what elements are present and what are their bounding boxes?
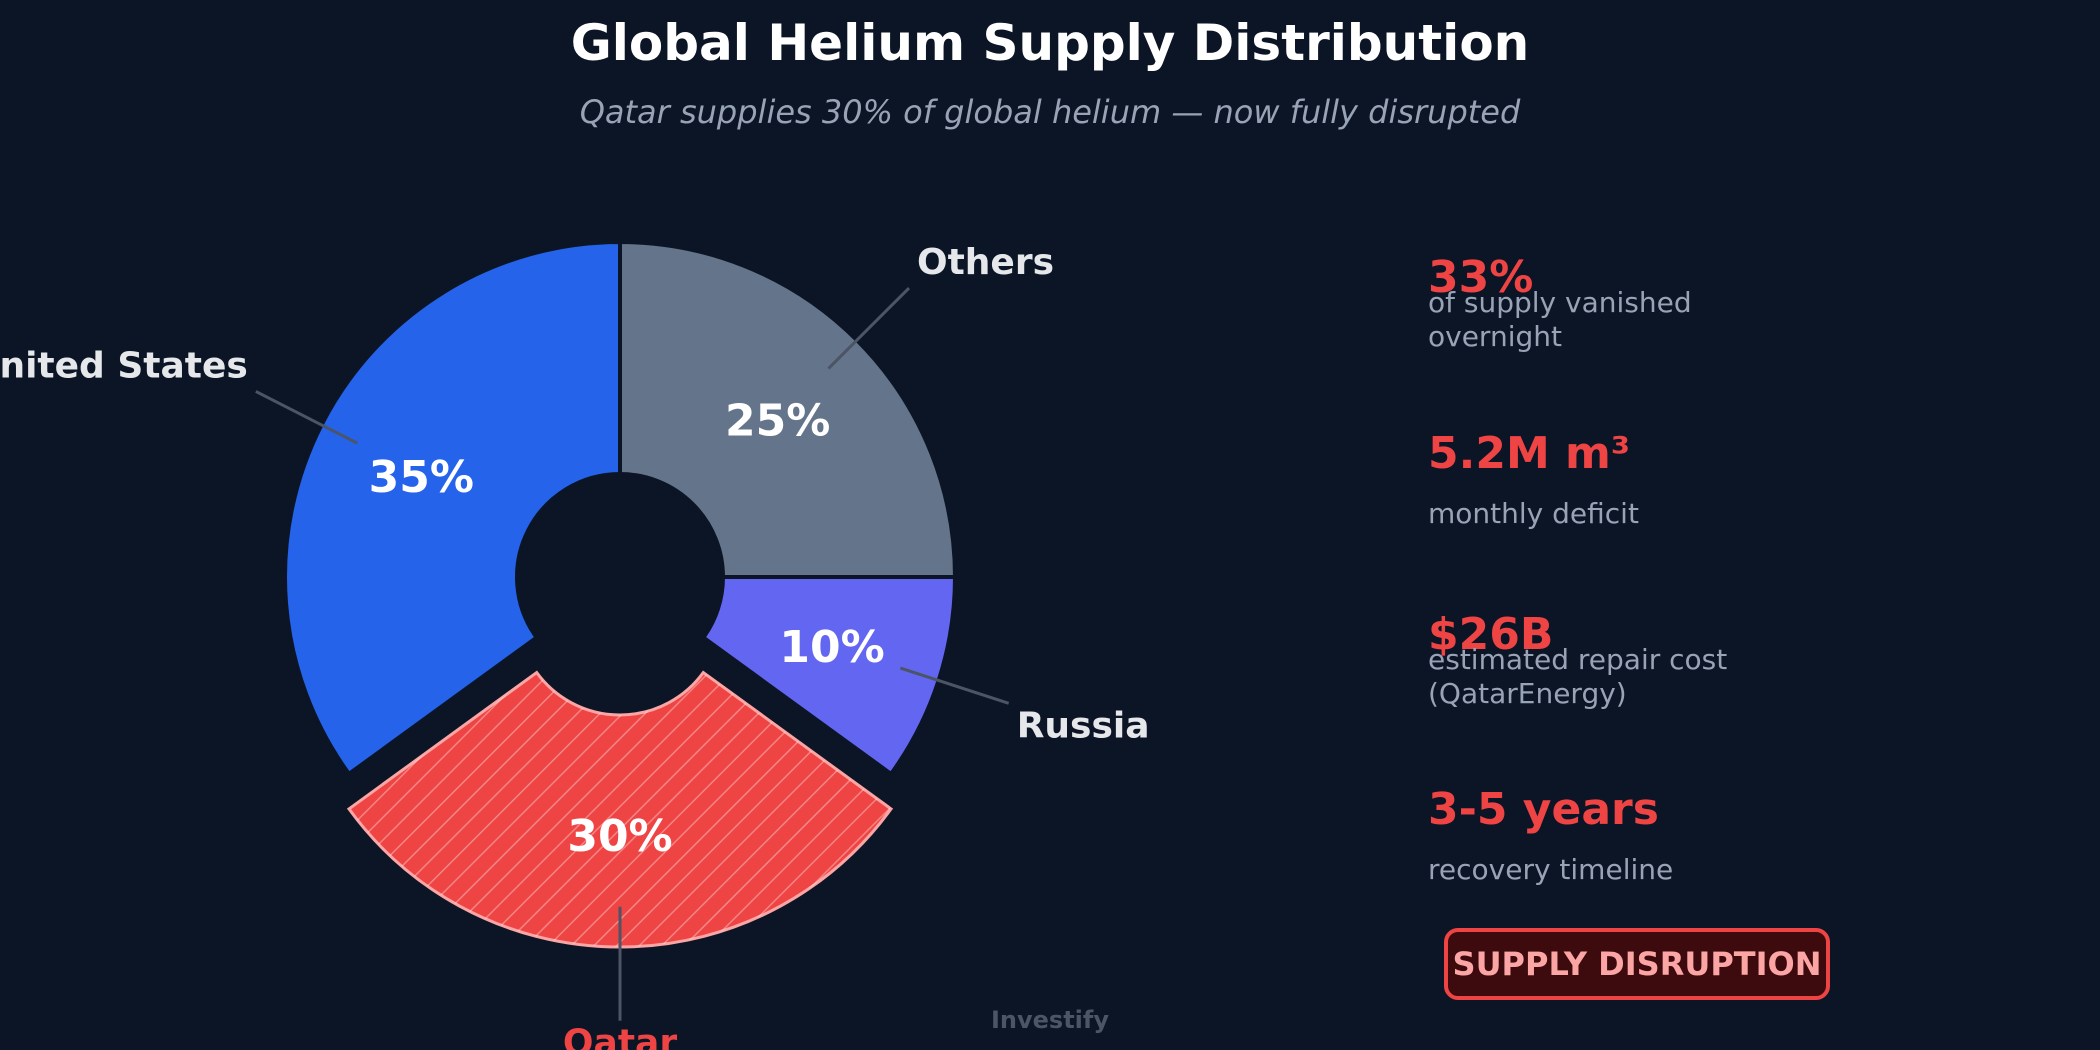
stat-label-monthly-deficit: monthly deficit (1428, 497, 1639, 530)
category-label-qatar: Qatar (563, 1023, 677, 1050)
pct-label-others: 25% (725, 395, 830, 446)
stat-label-recovery-timeline: recovery timeline (1428, 853, 1674, 886)
supply-disruption-badge: SUPPLY DISRUPTION (1444, 928, 1830, 1000)
pct-label-united-states: 35% (369, 452, 474, 503)
slice-qatar-hatch (348, 672, 892, 948)
stat-value-monthly-deficit: 5.2M m³ (1428, 428, 1631, 479)
chart-subtitle: Qatar supplies 30% of global helium — no… (579, 93, 1521, 131)
pct-label-qatar: 30% (567, 811, 672, 862)
leader-line-united-states (255, 390, 359, 445)
slice-united-states (283, 239, 622, 777)
category-label-united-states: United States (0, 345, 248, 386)
stat-value-repair-cost: $26B (1428, 609, 1554, 660)
leader-line-russia (899, 666, 1010, 705)
watermark-logo: Investify (990, 1006, 1109, 1034)
stat-label-supply-vanished: of supply vanished overnight (1428, 286, 1692, 353)
stat-value-supply-vanished: 33% (1428, 252, 1534, 303)
category-label-others: Others (917, 242, 1054, 283)
stat-label-repair-cost: estimated repair cost (QatarEnergy) (1428, 643, 1728, 710)
slice-others (618, 239, 958, 579)
category-label-russia: Russia (1017, 705, 1150, 746)
pct-label-russia: 10% (779, 622, 884, 673)
slice-russia (700, 575, 958, 777)
chart-title: Global Helium Supply Distribution (570, 14, 1530, 72)
stat-value-recovery-timeline: 3-5 years (1428, 784, 1659, 835)
leader-line-others (827, 286, 911, 370)
